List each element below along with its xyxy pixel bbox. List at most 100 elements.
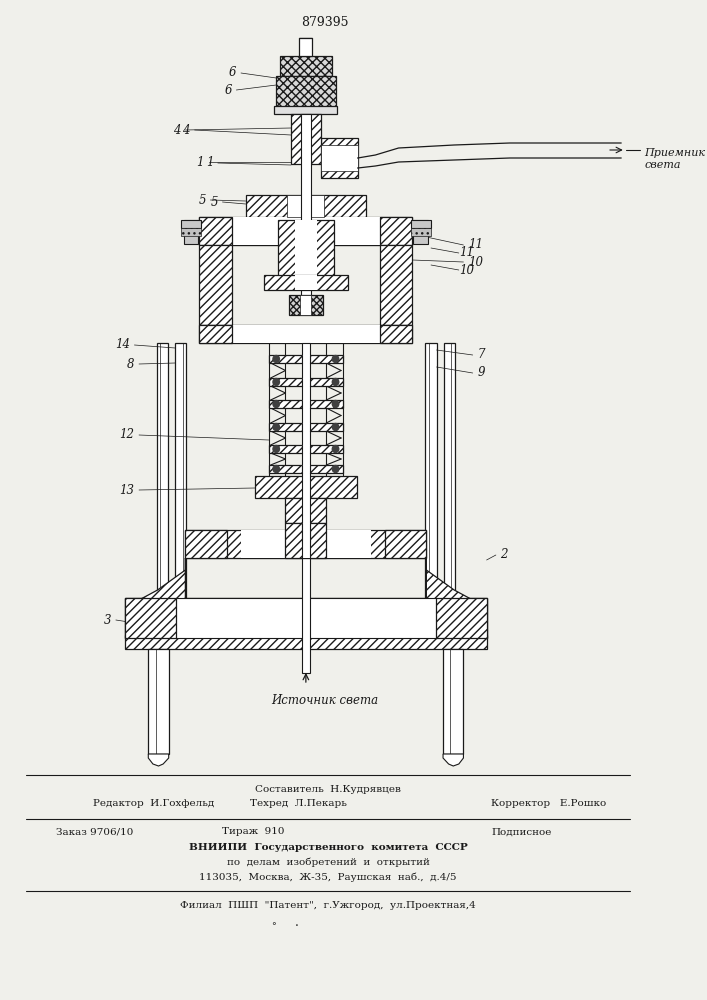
Text: Тираж  910: Тираж 910: [223, 828, 285, 836]
Bar: [380, 217, 412, 245]
Bar: [321, 145, 358, 171]
Bar: [269, 400, 343, 408]
Text: 12: 12: [119, 428, 134, 442]
Text: Приемник
света: Приемник света: [644, 148, 705, 170]
Text: °: °: [271, 922, 276, 932]
Bar: [321, 138, 358, 178]
Text: 7: 7: [477, 349, 485, 361]
Text: 9: 9: [477, 366, 485, 379]
Bar: [302, 423, 310, 431]
Bar: [380, 245, 412, 325]
Bar: [280, 56, 332, 76]
Text: ВНИИПИ  Государственного  комитета  СССР: ВНИИПИ Государственного комитета СССР: [189, 842, 467, 852]
Text: по  делам  изобретений  и  открытий: по делам изобретений и открытий: [227, 857, 430, 867]
Bar: [232, 325, 380, 343]
Bar: [299, 38, 312, 56]
Bar: [162, 598, 450, 638]
Bar: [302, 523, 310, 558]
Text: 4: 4: [182, 123, 190, 136]
Text: Корректор   Е.Рошко: Корректор Е.Рошко: [491, 798, 607, 808]
Circle shape: [332, 378, 339, 385]
Bar: [380, 325, 412, 343]
Text: 14: 14: [115, 338, 130, 352]
Polygon shape: [130, 558, 185, 620]
Bar: [185, 530, 426, 558]
Bar: [125, 598, 176, 638]
Circle shape: [273, 424, 279, 430]
Bar: [125, 635, 486, 649]
Text: ·: ·: [295, 920, 298, 934]
Bar: [444, 343, 455, 620]
Bar: [286, 498, 326, 523]
Bar: [385, 530, 426, 558]
Text: 10: 10: [459, 263, 474, 276]
Bar: [269, 423, 343, 431]
Polygon shape: [148, 754, 169, 766]
Circle shape: [332, 466, 339, 473]
Bar: [199, 325, 412, 343]
Bar: [295, 275, 317, 290]
Circle shape: [332, 446, 339, 452]
Text: 879395: 879395: [300, 15, 348, 28]
Text: 1: 1: [197, 155, 204, 168]
Bar: [199, 217, 232, 245]
Bar: [184, 220, 199, 244]
Bar: [269, 465, 343, 473]
Text: Заказ 9706/10: Заказ 9706/10: [56, 828, 133, 836]
Bar: [148, 649, 169, 754]
Text: 6: 6: [229, 66, 236, 80]
Bar: [269, 355, 343, 363]
Bar: [302, 355, 310, 363]
Text: 8: 8: [127, 358, 134, 370]
Text: 6: 6: [224, 84, 232, 97]
Text: 2: 2: [501, 548, 508, 562]
Bar: [125, 598, 486, 638]
Bar: [302, 465, 310, 473]
Bar: [289, 295, 322, 315]
Bar: [302, 378, 310, 386]
Bar: [301, 114, 310, 314]
Bar: [274, 106, 337, 114]
Bar: [295, 220, 317, 280]
Text: 13: 13: [119, 484, 134, 496]
Text: Источник света: Источник света: [271, 694, 378, 706]
Bar: [199, 325, 232, 343]
Bar: [436, 598, 486, 638]
Bar: [245, 195, 366, 217]
Bar: [302, 498, 310, 523]
Text: 5: 5: [210, 196, 218, 209]
Text: 10: 10: [468, 255, 483, 268]
Bar: [241, 530, 370, 558]
Text: 3: 3: [104, 613, 111, 626]
Circle shape: [273, 466, 279, 473]
Bar: [414, 220, 428, 244]
Polygon shape: [443, 754, 463, 766]
Circle shape: [273, 400, 279, 408]
Bar: [300, 295, 311, 315]
Bar: [411, 220, 431, 228]
Bar: [255, 476, 357, 498]
Text: Подписное: Подписное: [491, 828, 551, 836]
Bar: [264, 275, 348, 290]
Bar: [411, 228, 431, 236]
Text: Редактор  И.Гохфельд: Редактор И.Гохфельд: [93, 798, 214, 808]
Bar: [185, 530, 227, 558]
Text: Составитель  Н.Кудрявцев: Составитель Н.Кудрявцев: [255, 784, 401, 794]
Bar: [276, 76, 336, 108]
Text: 1: 1: [206, 156, 214, 169]
Bar: [269, 445, 343, 453]
Bar: [286, 523, 326, 558]
Bar: [302, 400, 310, 408]
Circle shape: [273, 378, 279, 385]
Bar: [232, 217, 380, 245]
Bar: [199, 217, 412, 245]
Bar: [287, 195, 325, 217]
Text: Филиал  ПШП  "Патент",  г.Ужгород,  ул.Проектная,4: Филиал ПШП "Патент", г.Ужгород, ул.Проек…: [180, 900, 476, 910]
Bar: [443, 649, 463, 754]
Bar: [157, 343, 168, 620]
Circle shape: [332, 424, 339, 430]
Circle shape: [273, 446, 279, 452]
Text: 11: 11: [468, 238, 483, 251]
Bar: [181, 220, 201, 228]
Polygon shape: [426, 558, 482, 620]
